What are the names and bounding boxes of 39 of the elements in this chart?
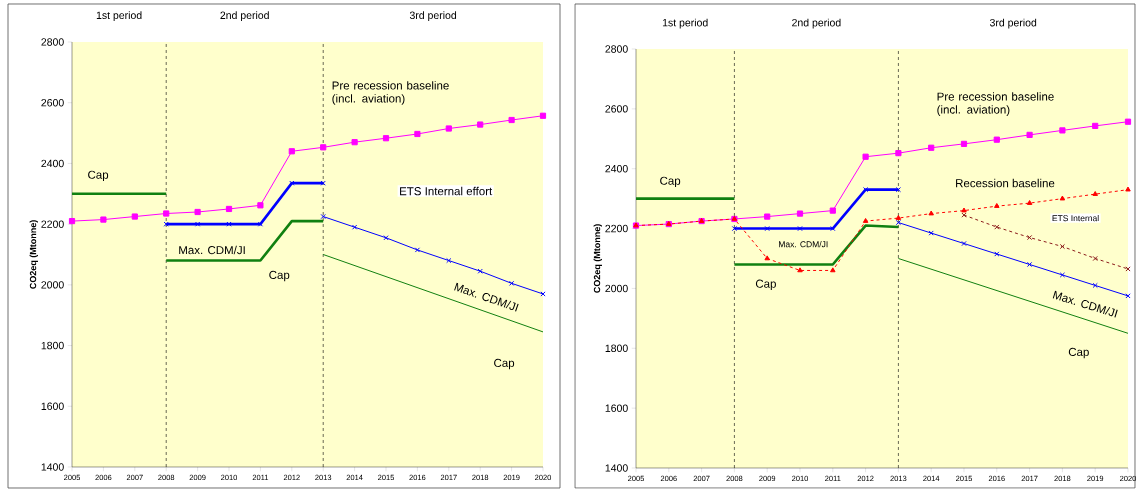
y-tick-label: 2600 — [41, 99, 64, 107]
text: 1st period — [96, 11, 142, 22]
y-tick-label: 1400 — [605, 464, 628, 472]
y-tick-label: 1800 — [605, 344, 628, 352]
y-tick-label: 2400 — [41, 159, 64, 168]
y-tick-label: 1400 — [41, 463, 64, 471]
y-tick-label: 2200 — [605, 224, 628, 233]
text: 2nd period — [792, 18, 841, 29]
annotation: Cap — [660, 176, 681, 188]
y-tick-label: 2000 — [41, 281, 64, 289]
y-tick-label: 1600 — [41, 402, 64, 410]
y-tick-label: 2200 — [41, 220, 64, 228]
y-tick-label: 2000 — [605, 284, 628, 293]
y-axis-title: CO2eq (Mtonne) — [29, 220, 38, 289]
y-axis-title: CO2eq (Mtonne) — [593, 224, 602, 293]
annotation: Pre recession baseline (incl. aviation) — [332, 81, 449, 105]
annotation: Pre recession baseline (incl. aviation) — [937, 92, 1054, 116]
y-tick-label: 2800 — [605, 45, 628, 53]
y-tick-label: 2600 — [605, 105, 628, 113]
y-tick-label: 2800 — [41, 38, 64, 46]
annotation: Max. CDM/JI — [779, 241, 828, 248]
annotation: Max. CDM/JI — [179, 245, 245, 255]
annotation: Recession baseline — [956, 178, 1055, 188]
y-tick-label: 1800 — [41, 341, 64, 350]
annotation: ETS Internal — [1052, 214, 1099, 222]
text: 3rd period — [409, 11, 457, 22]
y-tick-label: 1600 — [605, 404, 628, 412]
annotation: Max. CDM/JI — [1052, 290, 1118, 318]
annotation: Max. CDM/JI — [454, 282, 519, 312]
text: 3rd period — [989, 18, 1037, 29]
annotation: Cap — [494, 358, 515, 370]
annotation: Cap — [88, 170, 109, 182]
annotation: ETS Internal effort — [400, 186, 493, 196]
annotation: Cap — [1068, 347, 1089, 359]
text: 1st period — [662, 18, 708, 29]
text: 2nd period — [220, 11, 269, 22]
y-tick-label: 2400 — [605, 164, 628, 173]
annotation: Cap — [755, 279, 776, 291]
annotation: Cap — [269, 270, 290, 282]
